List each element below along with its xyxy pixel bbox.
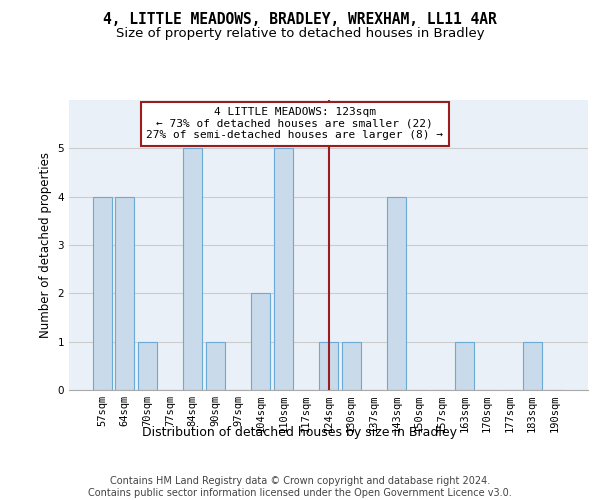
Bar [523, 342, 542, 390]
Bar [183, 148, 202, 390]
Bar [92, 196, 112, 390]
Text: 4, LITTLE MEADOWS, BRADLEY, WREXHAM, LL11 4AR: 4, LITTLE MEADOWS, BRADLEY, WREXHAM, LL1… [103, 12, 497, 28]
Bar [206, 342, 225, 390]
Bar [455, 342, 474, 390]
Bar [251, 294, 270, 390]
Bar [115, 196, 134, 390]
Text: Size of property relative to detached houses in Bradley: Size of property relative to detached ho… [116, 28, 484, 40]
Bar [274, 148, 293, 390]
Bar [341, 342, 361, 390]
Y-axis label: Number of detached properties: Number of detached properties [39, 152, 52, 338]
Bar [319, 342, 338, 390]
Bar [138, 342, 157, 390]
Bar [387, 196, 406, 390]
Text: Contains HM Land Registry data © Crown copyright and database right 2024.
Contai: Contains HM Land Registry data © Crown c… [88, 476, 512, 498]
Text: Distribution of detached houses by size in Bradley: Distribution of detached houses by size … [143, 426, 458, 439]
Text: 4 LITTLE MEADOWS: 123sqm
← 73% of detached houses are smaller (22)
27% of semi-d: 4 LITTLE MEADOWS: 123sqm ← 73% of detach… [146, 108, 443, 140]
